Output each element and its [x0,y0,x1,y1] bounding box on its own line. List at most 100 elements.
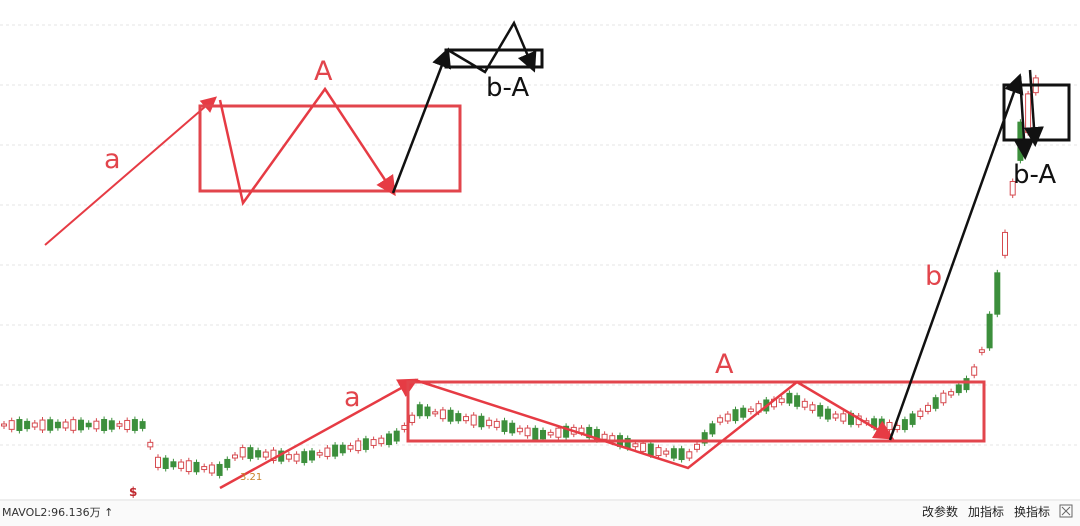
candle [78,419,84,431]
candle [332,444,339,457]
candle [901,419,908,431]
upper-drawing [44,20,544,246]
candle [963,378,970,391]
candle [563,425,570,438]
candle [917,410,924,417]
candle [285,454,292,460]
status-bar [0,501,1080,526]
candle [824,408,831,420]
candle [686,451,693,459]
candle [470,414,477,426]
wave-label: a [344,382,361,413]
candle [208,464,215,474]
close-button[interactable] [1059,504,1073,518]
candle [701,432,708,444]
wave-label: A [314,56,333,87]
grid [0,24,1080,446]
candle [840,413,847,422]
candle [108,420,115,430]
candle [1,423,7,427]
candle [85,422,92,428]
candle [116,423,123,427]
candle [586,426,593,439]
candlesticks [1,74,1039,479]
candle [501,420,508,432]
candle [131,419,138,431]
candle [455,413,462,422]
wave-label: A [715,349,734,380]
candle [424,406,431,417]
candle [439,409,446,420]
candle [694,443,700,450]
candle [640,442,647,452]
candle [247,447,254,459]
candle [817,405,824,417]
button[interactable]: 加指标 [968,504,1004,519]
low-price-label: 3.21 [240,472,262,483]
candle [663,450,670,455]
candle [732,409,739,422]
button[interactable]: 换指标 [1014,504,1050,519]
candle [948,391,955,396]
candle [155,456,161,468]
candle [994,272,1001,315]
candle [709,423,716,435]
candle [555,427,562,438]
candle [370,439,377,446]
candle [54,421,61,429]
candle [724,413,731,422]
candle [386,433,392,446]
wave-label: b-A [1013,160,1056,190]
candle [409,414,416,423]
candle [270,449,277,462]
candle [493,420,500,428]
candle [185,460,192,473]
wave-label: b [925,261,942,292]
candle [801,400,808,408]
candle [532,427,539,440]
candle [978,349,985,353]
candle [255,450,262,458]
candle [239,447,246,458]
candle [516,427,523,433]
candle [262,451,269,458]
candle [401,424,408,430]
candle [878,418,885,431]
candle [940,392,947,404]
candle [1009,181,1016,196]
candle [347,445,354,450]
candle [232,454,238,459]
candle [16,419,23,431]
indicator-text: MAVOL2:96.136万 ↑ [2,506,113,519]
candle [432,411,439,415]
candle [786,392,793,404]
candle [670,448,677,459]
candle [447,409,454,422]
candle [362,438,369,450]
candle [647,443,654,456]
candle [139,421,146,429]
candle [540,429,546,440]
candle [216,463,223,476]
wave-label: a [104,144,121,175]
candle [170,461,177,468]
candle [717,417,724,423]
candle [8,420,15,430]
marker: $ [129,485,137,499]
candle [971,366,978,376]
candle [547,431,554,436]
candle [747,408,754,412]
candle [632,443,639,448]
button[interactable]: 改参数 [922,504,958,519]
candle [678,448,685,461]
candle [955,384,962,394]
candle [478,415,485,428]
candle [809,404,816,411]
candle [909,413,916,425]
candle [193,461,200,473]
candle [509,422,516,434]
candle [301,451,308,464]
candle [378,437,385,445]
wave-label: b-A [486,73,529,103]
candle [62,421,69,429]
